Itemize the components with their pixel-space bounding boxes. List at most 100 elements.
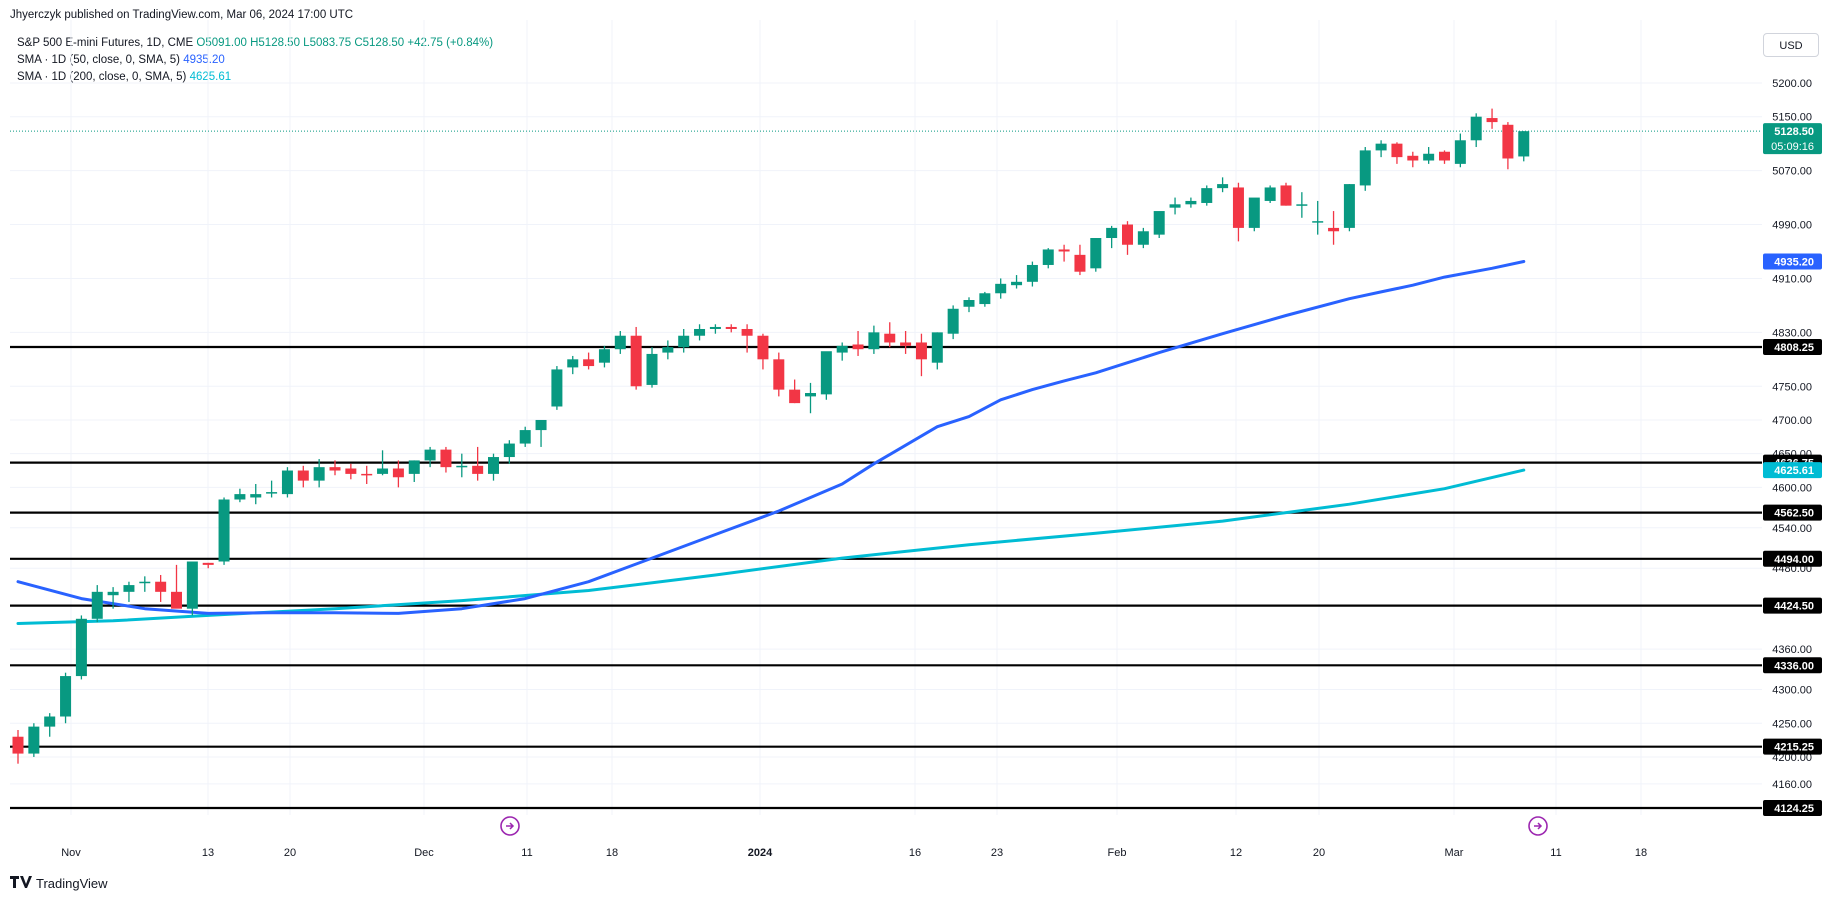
candle-body xyxy=(408,460,420,474)
y-tick-label: 4250.00 xyxy=(1772,718,1812,730)
candle-body xyxy=(805,393,816,397)
candle-body xyxy=(1232,187,1244,228)
level-tag-bg xyxy=(1763,550,1822,567)
event-marker-arrow xyxy=(1534,822,1543,830)
y-tick-label: 4160.00 xyxy=(1772,779,1812,791)
candle-body xyxy=(12,736,24,754)
currency-button[interactable]: USD xyxy=(1763,33,1819,57)
moving-averages xyxy=(16,260,1526,625)
candle-body xyxy=(155,581,167,592)
candle-body xyxy=(1185,200,1197,205)
candle-body xyxy=(488,457,499,474)
candle-body xyxy=(44,716,56,727)
candle-body xyxy=(1454,140,1466,164)
candle-body xyxy=(107,591,119,596)
candle-body xyxy=(1407,155,1419,161)
candle-body xyxy=(963,300,975,307)
candle-body xyxy=(28,726,40,754)
candle-body xyxy=(1439,151,1450,161)
x-tick-label: 16 xyxy=(909,847,921,859)
candle-body xyxy=(836,345,848,353)
candle-body xyxy=(630,335,642,387)
x-tick-label: 18 xyxy=(606,847,618,859)
sma200-label: SMA · 1D (200, close, 0, SMA, 5) xyxy=(17,71,187,83)
candle-body xyxy=(234,494,246,500)
y-tick-label: 4830.00 xyxy=(1772,327,1812,339)
x-tick-label: Dec xyxy=(414,847,434,859)
candle-body xyxy=(503,443,515,458)
candle-body xyxy=(757,335,769,360)
legend-sma200-row[interactable]: SMA · 1D (200, close, 0, SMA, 5) 4625.61 xyxy=(17,69,493,86)
x-tick-label: 11 xyxy=(1550,847,1561,859)
sma50-value: 4935.20 xyxy=(183,54,225,66)
candle-body xyxy=(1026,264,1038,282)
y-tick-label: 5070.00 xyxy=(1772,166,1812,178)
candle-body xyxy=(583,359,595,367)
candle-body xyxy=(725,326,737,329)
candle-body xyxy=(694,328,706,336)
event-marker-icon[interactable] xyxy=(1528,816,1548,836)
candle-body xyxy=(1122,224,1133,245)
level-tag: 4562.50 xyxy=(1774,508,1814,520)
level-tag: 4424.50 xyxy=(1774,601,1814,613)
candle-body xyxy=(1312,221,1324,223)
sma50-tag: 4935.20 xyxy=(1774,256,1814,268)
candle-body xyxy=(60,676,72,717)
time-axis[interactable]: Nov 13 20 Dec 11 18 2024 16 23 Feb 12 20 Mar 11 18 xyxy=(61,847,1647,859)
candle-body xyxy=(567,359,579,368)
candle-body xyxy=(1106,227,1118,239)
level-tag: 4215.25 xyxy=(1774,742,1814,754)
candle-body xyxy=(1153,211,1165,235)
legend-symbol-row: S&P 500 E-mini Futures, 1D, CME O5091.00… xyxy=(17,35,493,52)
x-tick-label: Feb xyxy=(1108,847,1127,859)
candle-body xyxy=(1391,143,1403,158)
legend-sma50-row[interactable]: SMA · 1D (50, close, 0, SMA, 5) 4935.20 xyxy=(17,52,493,69)
candle-body xyxy=(297,470,309,481)
candle-body xyxy=(1248,197,1260,228)
price-axis[interactable]: 5200.00 5150.00 5070.00 4990.00 4910.00 4830.… xyxy=(1763,78,1822,816)
candle-body xyxy=(1169,204,1181,208)
candle-body xyxy=(741,328,753,336)
candle-body xyxy=(266,492,278,494)
y-tick-label: 4300.00 xyxy=(1772,685,1812,697)
candle-body xyxy=(678,335,690,348)
level-tag: 4124.25 xyxy=(1774,803,1814,815)
event-marker-icon[interactable] xyxy=(500,816,520,836)
candle-body xyxy=(1217,184,1229,189)
candle-body xyxy=(1137,231,1149,245)
candle-body xyxy=(1359,150,1371,186)
current-price-tag-bg xyxy=(1763,123,1822,155)
candle-body xyxy=(171,591,182,609)
tradingview-brand[interactable]: TradingView xyxy=(10,876,108,891)
horizontal-levels xyxy=(10,130,1762,810)
y-tick-label: 4910.00 xyxy=(1772,273,1812,285)
candle-body xyxy=(979,293,991,305)
sma200-value: 4625.61 xyxy=(189,71,232,83)
event-markers[interactable] xyxy=(500,816,1548,836)
symbol-title[interactable]: S&P 500 E-mini Futures, 1D, CME xyxy=(17,37,194,49)
candle-body xyxy=(884,333,896,343)
candle-body xyxy=(361,473,373,476)
level-tag-bg xyxy=(1763,800,1822,816)
level-tag-bg xyxy=(1763,597,1822,614)
sma200-tag-bg xyxy=(1763,462,1822,479)
x-tick-label: Nov xyxy=(61,847,81,859)
y-tick-label: 4600.00 xyxy=(1772,482,1812,494)
x-tick-label: 20 xyxy=(1313,847,1325,859)
sma200-tag: 4625.61 xyxy=(1774,465,1814,477)
candle-body xyxy=(868,332,880,350)
candle-body xyxy=(250,494,262,498)
candle-body xyxy=(424,449,436,461)
sma50-label: SMA · 1D (50, close, 0, SMA, 5) xyxy=(17,54,180,66)
grid xyxy=(10,20,1762,815)
y-tick-label: 4990.00 xyxy=(1772,220,1812,232)
candle-body xyxy=(947,308,959,334)
candle-body xyxy=(1264,187,1276,201)
candle-body xyxy=(202,562,214,565)
sma50-tag-bg xyxy=(1763,253,1822,270)
candle-body xyxy=(535,419,547,431)
candle-body xyxy=(281,470,293,495)
sma200-line xyxy=(16,468,1526,625)
candle-body xyxy=(852,344,864,350)
